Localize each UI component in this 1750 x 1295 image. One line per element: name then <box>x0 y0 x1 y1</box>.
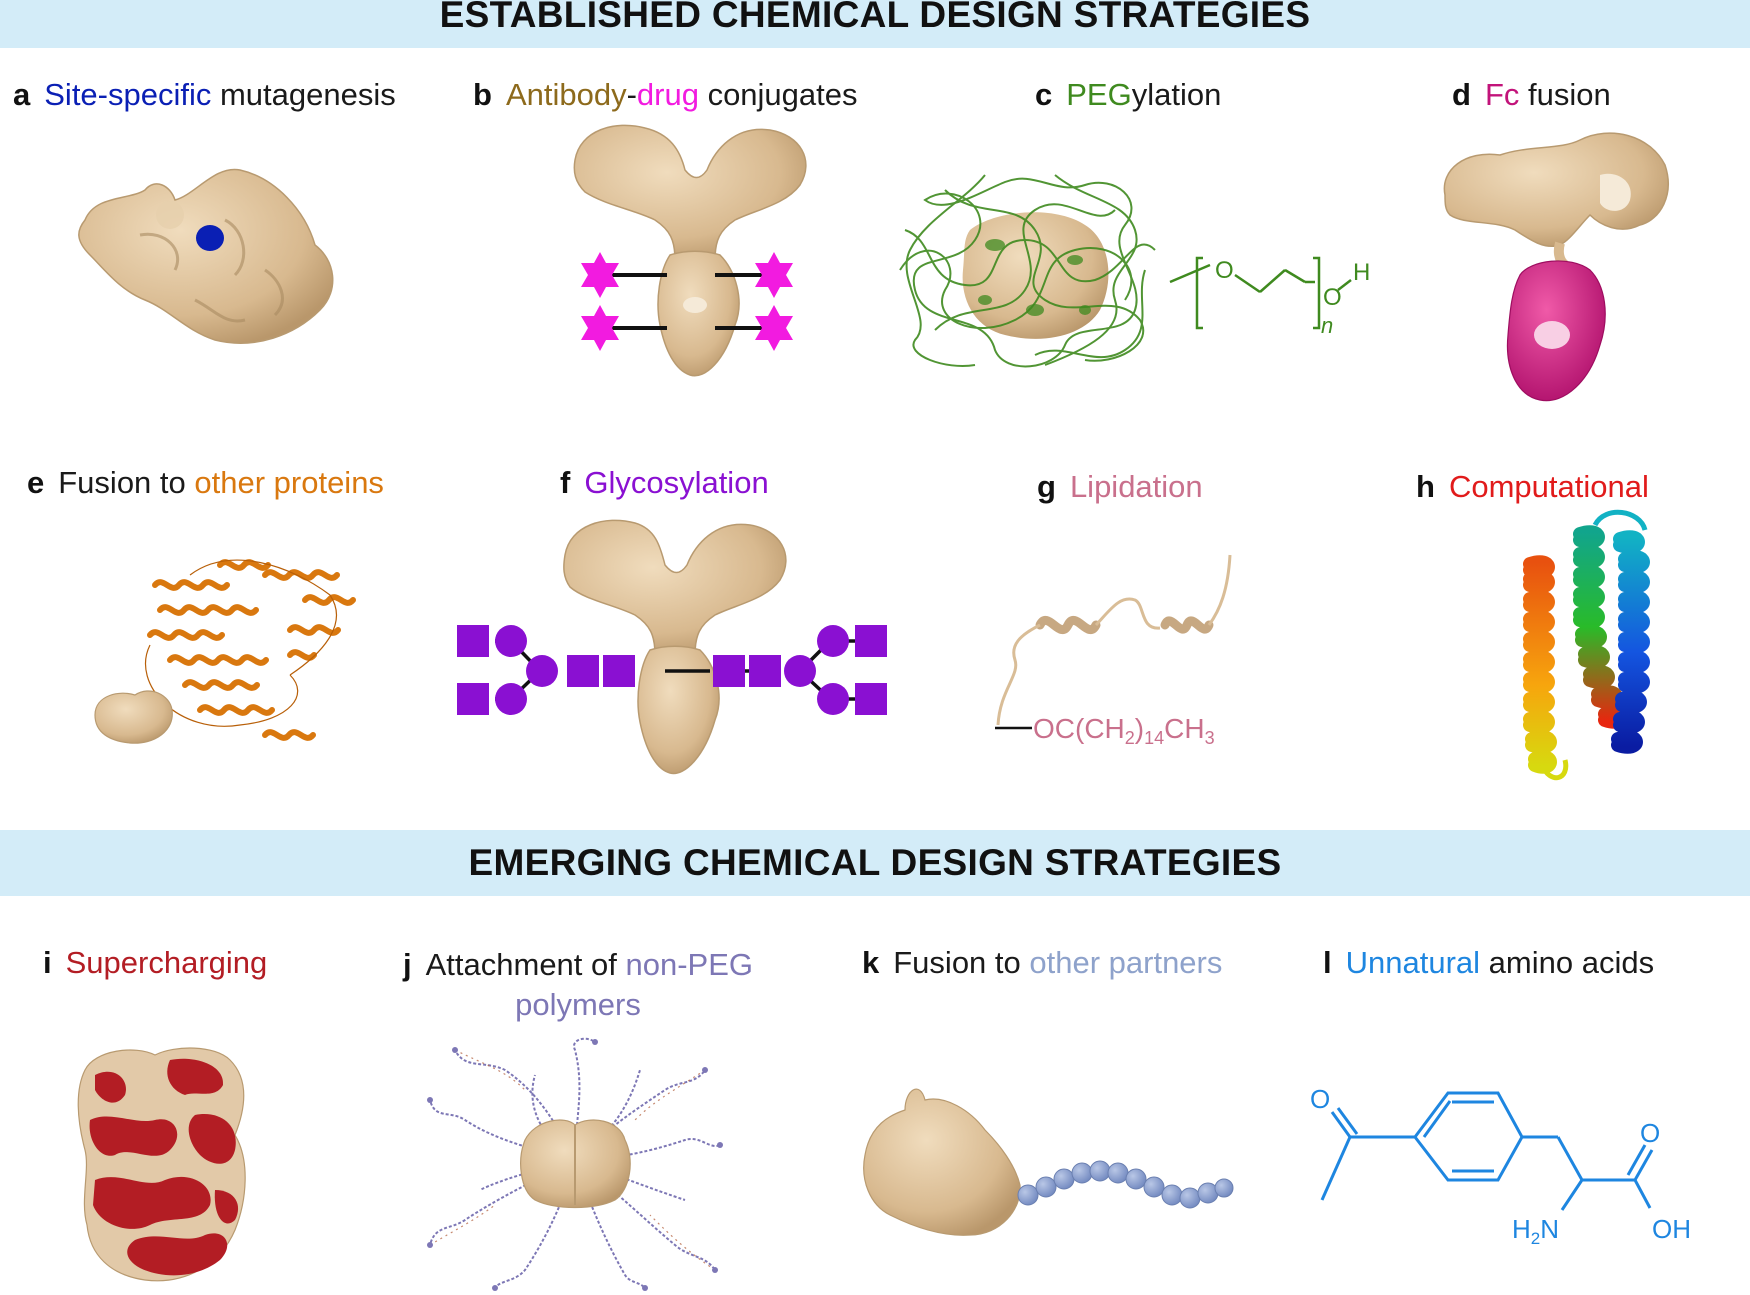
panel-i-supercharged-protein <box>77 1047 246 1282</box>
panel-h-designed-helix-bundle <box>1523 509 1650 780</box>
svg-text:n: n <box>1321 313 1333 338</box>
drug-star-icon <box>581 305 619 351</box>
glycan-circle-icon <box>784 655 816 687</box>
panel-j-polymer-conjugate <box>427 1037 723 1291</box>
svg-text:O: O <box>1640 1118 1660 1148</box>
svg-text:O: O <box>1323 284 1342 311</box>
panel-g-title: g Lipidation <box>1037 469 1203 504</box>
bead-icon <box>1053 1168 1075 1190</box>
panel-b-antibody-drug-conjugate <box>573 124 807 377</box>
bead-icon <box>1089 1160 1111 1182</box>
emerging-banner: EMERGING CHEMICAL DESIGN STRATEGIES <box>0 830 1750 896</box>
drug-star-icon <box>755 305 793 351</box>
glycan-circle-icon <box>817 625 849 657</box>
bead-icon <box>1179 1187 1201 1209</box>
glycan-square-icon <box>603 655 635 687</box>
bead-icon <box>1125 1168 1147 1190</box>
glycan-square-icon <box>713 655 745 687</box>
svg-text:O: O <box>1310 1084 1330 1114</box>
svg-text:OH: OH <box>1652 1214 1691 1244</box>
panel-g-lipidated-peptide: OC(CH2)14CH3 <box>995 554 1232 748</box>
panel-c-pegylated-protein: O O H n <box>899 174 1370 368</box>
glycan-square-icon <box>855 625 887 657</box>
panel-l-title: l Unnatural amino acids <box>1323 945 1655 980</box>
panel-a-title: a Site-specific mutagenesis <box>13 77 396 112</box>
panel-c-title: c PEGylation <box>1035 77 1222 112</box>
panel-d-fc-fusion <box>1443 132 1669 402</box>
panel-k-title: k Fusion to other partners <box>862 945 1223 980</box>
panel-d-title: d Fc fusion <box>1452 77 1611 112</box>
panel-j-title: j Attachment of non-PEG polymers <box>402 947 754 1022</box>
panel-h-title: h Computational <box>1416 469 1649 504</box>
svg-text:H: H <box>1353 259 1370 286</box>
drug-star-icon <box>581 252 619 298</box>
mutation-site-icon <box>196 225 224 251</box>
glycan-square-icon <box>567 655 599 687</box>
panel-l-unnatural-amino-acid: O O H2N OH <box>1310 1084 1691 1248</box>
panel-f-glycosylated-antibody <box>457 519 887 775</box>
bead-icon <box>1071 1162 1093 1184</box>
svg-text:OC(CH2)14CH3: OC(CH2)14CH3 <box>1033 713 1215 748</box>
established-title: ESTABLISHED CHEMICAL DESIGN STRATEGIES <box>439 0 1311 35</box>
bead-icon <box>1214 1178 1234 1198</box>
panel-e-fusion-protein <box>94 559 356 744</box>
panel-e-title: e Fusion to other proteins <box>27 465 384 500</box>
panel-i-title: i Supercharging <box>43 945 268 980</box>
glycan-circle-icon <box>495 683 527 715</box>
bead-icon <box>1035 1176 1057 1198</box>
glycan-circle-icon <box>495 625 527 657</box>
glycan-square-icon <box>749 655 781 687</box>
bead-icon <box>1017 1184 1039 1206</box>
panel-f-title: f Glycosylation <box>560 465 769 500</box>
svg-text:O: O <box>1215 257 1234 284</box>
bead-icon <box>1107 1162 1129 1184</box>
glycan-square-icon <box>855 683 887 715</box>
established-banner: ESTABLISHED CHEMICAL DESIGN STRATEGIES <box>0 0 1750 48</box>
glycan-square-icon <box>457 683 489 715</box>
drug-star-icon <box>755 252 793 298</box>
panel-k-bead-fusion <box>863 1088 1234 1236</box>
glycan-square-icon <box>457 625 489 657</box>
bead-icon <box>1161 1184 1183 1206</box>
glycan-circle-icon <box>526 655 558 687</box>
svg-text:H2N: H2N <box>1512 1214 1559 1248</box>
panel-a-protein-surface <box>78 168 334 344</box>
emerging-title: EMERGING CHEMICAL DESIGN STRATEGIES <box>468 842 1282 883</box>
glycan-circle-icon <box>817 683 849 715</box>
bead-icon <box>1143 1176 1165 1198</box>
panel-b-title: b Antibody-drug conjugates <box>473 77 858 112</box>
